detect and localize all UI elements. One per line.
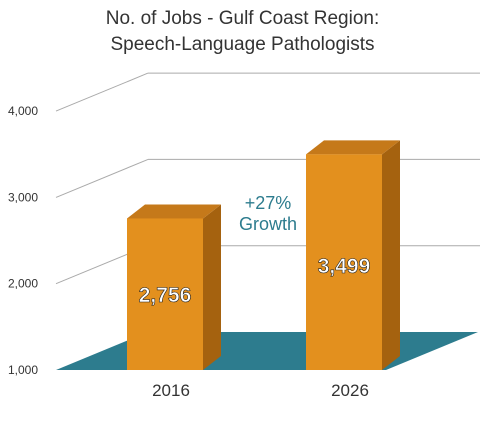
chart-title-line-1: No. of Jobs - Gulf Coast Region: [105, 8, 380, 29]
gridline-3 [55, 72, 149, 112]
bar-side [203, 204, 221, 370]
y-tick-label: 3,000 [8, 190, 38, 204]
gridline-2 [55, 158, 149, 198]
bar-2016 [127, 204, 221, 370]
x-tick-label: 2016 [152, 381, 190, 400]
growth-annotation-line-1: +27% [245, 193, 292, 213]
y-tick-label: 1,000 [8, 363, 38, 377]
y-tick-label: 4,000 [8, 104, 38, 118]
bar-side [382, 140, 400, 370]
x-tick-label: 2026 [331, 381, 369, 400]
bar-front [127, 218, 203, 370]
growth-annotation-line-2: Growth [239, 214, 297, 234]
value-label: 3,499 [318, 255, 371, 278]
bar-2026 [306, 140, 400, 370]
chart-floor [56, 332, 478, 370]
bar-front [306, 154, 382, 370]
chart-title-line-2: Speech-Language Pathologists [110, 34, 375, 55]
bar-top [306, 140, 400, 155]
value-label: 2,756 [139, 284, 192, 307]
y-tick-label: 2,000 [8, 277, 38, 291]
bar-top [127, 204, 221, 219]
